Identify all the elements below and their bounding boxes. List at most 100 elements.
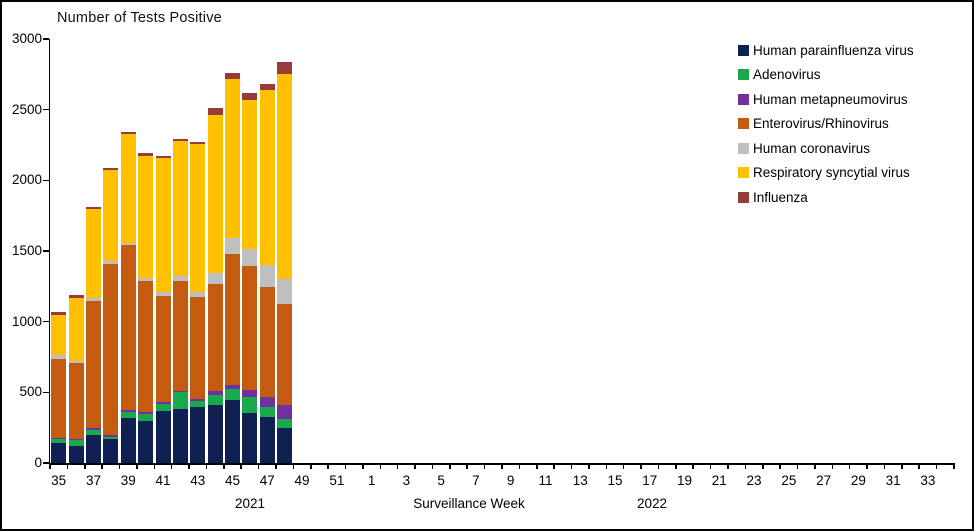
x-tick: [901, 464, 903, 469]
bar-segment-w48: [277, 62, 293, 74]
x-tick-label: 23: [746, 473, 762, 488]
legend-swatch-icon: [738, 93, 749, 105]
bar-segment-w42: [172, 409, 188, 463]
bar-segment-w38: [103, 436, 119, 439]
x-tick: [466, 464, 468, 469]
x-tick-label: 43: [190, 473, 206, 488]
bar-segment-w36: [68, 297, 84, 362]
legend-item: Human parainfluenza virus: [738, 38, 970, 63]
x-tick-label: 25: [781, 473, 797, 488]
y-tick-label: 1500: [11, 243, 42, 258]
x-tick: [779, 464, 781, 469]
bar-segment-w46: [242, 412, 258, 463]
x-tick-label: 51: [329, 473, 345, 488]
bar-segment-w37: [85, 298, 101, 302]
bar-segment-w48: [277, 278, 293, 304]
chart-title: Number of Tests Positive: [57, 10, 222, 26]
x-tick-label: 7: [472, 473, 480, 488]
bar-segment-w44: [207, 395, 223, 406]
x-tick: [49, 464, 51, 469]
bar-segment-w41: [155, 411, 171, 463]
legend-label: Human metapneumovirus: [753, 91, 908, 107]
legend-swatch-icon: [738, 69, 749, 81]
legend-item: Enterovirus/Rhinovirus: [738, 112, 970, 137]
bar-segment-w47: [259, 417, 275, 463]
x-tick: [588, 464, 590, 469]
legend-item: Adenovirus: [738, 63, 970, 88]
x-tick-label: 39: [120, 473, 136, 488]
bar-segment-w44: [207, 272, 223, 284]
bar-segment-w36: [68, 439, 84, 447]
x-tick: [327, 464, 329, 469]
x-tick: [675, 464, 677, 469]
x-tick-label: 33: [920, 473, 936, 488]
bar-segment-w48: [277, 419, 293, 428]
x-tick: [310, 464, 312, 469]
x-tick: [553, 464, 555, 469]
bar-segment-w41: [155, 291, 171, 297]
x-tick: [84, 464, 86, 469]
bar-segment-w40: [138, 155, 154, 278]
x-tick-label: 37: [85, 473, 101, 488]
y-tick-label: 3000: [11, 31, 42, 46]
x-tick-label: 27: [816, 473, 832, 488]
x-tick: [935, 464, 938, 469]
bar-segment-w45: [225, 238, 241, 254]
x-tick-label: 47: [259, 473, 275, 488]
bar-segment-w42: [172, 141, 188, 276]
bar-segment-w48: [277, 405, 293, 420]
x-tick: [275, 464, 277, 469]
legend-swatch-icon: [738, 44, 749, 56]
bar-segment-w42: [172, 275, 188, 281]
bar-segment-w46: [242, 397, 258, 413]
x-tick-label: 17: [642, 473, 658, 488]
legend: Human parainfluenza virus Adenovirus Human…: [738, 38, 970, 210]
legend-swatch-icon: [738, 191, 749, 203]
bar-segment-w41: [155, 156, 171, 159]
x-tick-label: 49: [294, 473, 310, 488]
x-tick: [692, 464, 694, 469]
legend-item: Human metapneumovirus: [738, 87, 970, 112]
x-tick: [762, 464, 764, 469]
legend-label: Enterovirus/Rhinovirus: [753, 116, 889, 132]
x-tick-label: 5: [437, 473, 445, 488]
bar-segment-w35: [51, 354, 67, 360]
x-tick-label: 45: [225, 473, 241, 488]
x-tick: [831, 464, 834, 469]
x-tick: [136, 464, 138, 469]
x-tick-label: 29: [850, 473, 866, 488]
x-tick: [240, 464, 242, 469]
y-tick: [43, 108, 49, 111]
bar-segment-w37: [85, 207, 101, 210]
bar-segment-w35: [51, 314, 67, 355]
bar-segment-w41: [155, 158, 171, 292]
bar-segment-w48: [277, 73, 293, 279]
x-axis-line: [48, 463, 955, 465]
bar-segment-w36: [68, 446, 84, 463]
bar-segment-w41: [155, 402, 171, 405]
y-tick-label: 2000: [11, 172, 42, 188]
x-tick: [536, 464, 538, 469]
bar-segment-w38: [103, 168, 119, 171]
y-tick-label: 2500: [11, 101, 42, 117]
bar-segment-w37: [85, 428, 101, 430]
x-tick-label: 13: [572, 473, 588, 488]
bar-segment-w46: [242, 248, 258, 266]
bar-segment-w45: [225, 79, 241, 239]
bar-segment-w45: [225, 72, 241, 80]
bar-segment-w37: [85, 429, 101, 436]
x-tick: [153, 464, 156, 469]
x-tick: [501, 464, 503, 469]
x-tick: [66, 464, 69, 469]
bar-segment-w42: [172, 390, 188, 393]
bar-segment-w43: [190, 407, 206, 463]
x-tick: [396, 464, 399, 469]
bar-segment-w44: [207, 114, 223, 273]
x-tick: [866, 464, 868, 469]
bar-segment-w38: [103, 170, 119, 261]
bar-segment-w45: [225, 253, 241, 385]
bar-segment-w48: [277, 304, 293, 406]
x-tick-label: 31: [885, 473, 901, 488]
x-tick: [431, 464, 434, 469]
y-tick-label: 500: [19, 384, 42, 400]
